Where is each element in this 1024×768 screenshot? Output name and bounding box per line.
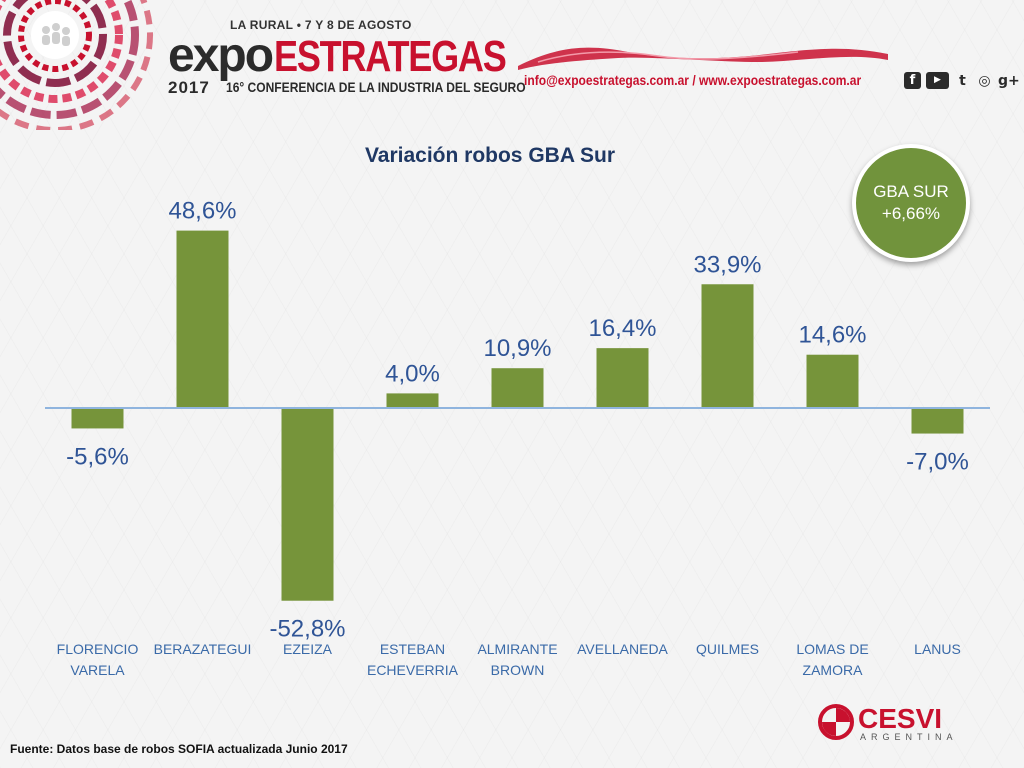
data-label-3: 4,0% [385,360,440,387]
data-label-7: 14,6% [798,322,866,349]
data-label-4: 10,9% [483,335,551,362]
bar-1 [176,230,229,408]
expo-logo-swirl [0,0,153,130]
twitter-icon[interactable]: t [959,72,966,89]
bar-8 [911,408,964,434]
data-label-2: -52,8% [269,616,345,643]
category-label-3-1: ECHEVERRIA [367,662,459,678]
social-icons: f ▶ t ◎ g+ [904,72,1020,89]
brand-estrategas: ESTRATEGAS [274,32,507,81]
bar-2 [281,408,334,601]
category-label-7-1: ZAMORA [803,662,864,678]
data-label-1: 48,6% [168,198,236,225]
badge-value: +6,66% [881,204,941,223]
event-venue: LA RURAL • 7 Y 8 DE AGOSTO [230,18,412,32]
category-label-5-0: AVELLANEDA [577,641,668,657]
chart-title: Variación robos GBA Sur [364,144,616,167]
conference-name: 16° CONFERENCIA DE LA INDUSTRIA DEL SEGU… [226,79,526,95]
gba-sur-total-badge: GBA SUR +6,66% [852,144,970,262]
cesvi-wordmark: CESVI [858,703,942,734]
bar-4 [491,368,544,408]
cesvi-logo: CESVI ARGENTINA [818,703,958,742]
bar-0 [71,408,124,429]
bar-6 [701,284,754,408]
data-label-0: -5,6% [66,443,129,470]
category-label-0-1: VARELA [70,662,125,678]
youtube-icon[interactable]: ▶ [926,72,949,89]
bar-7 [806,354,859,408]
bar-5 [596,348,649,408]
data-label-6: 33,9% [693,251,761,278]
contact-info: info@expoestrategas.com.ar / www.expoest… [524,72,862,88]
data-label-8: -7,0% [906,449,969,476]
google-plus-icon[interactable]: g+ [998,72,1020,89]
instagram-icon[interactable]: ◎ [978,72,991,89]
category-label-4-0: ALMIRANTE [477,641,557,657]
category-label-7-0: LOMAS DE [796,641,868,657]
decorative-wave [518,47,888,70]
bar-3 [386,393,439,408]
data-label-5: 16,4% [588,315,656,342]
category-label-6-0: QUILMES [696,641,759,657]
badge-label: GBA SUR [873,181,949,201]
data-source-note: Fuente: Datos base de robos SOFIA actual… [10,742,348,756]
category-label-3-0: ESTEBAN [380,641,445,657]
category-label-0-0: FLORENCIO [57,641,139,657]
header: LA RURAL • 7 Y 8 DE AGOSTO expo ESTRATEG… [0,0,1024,130]
category-label-8-0: LANUS [914,641,961,657]
category-label-4-1: BROWN [491,662,545,678]
event-year: 2017 [168,78,210,97]
facebook-icon[interactable]: f [904,72,921,89]
brand-expo: expo [168,29,274,82]
category-label-1-0: BERAZATEGUI [154,641,252,657]
cesvi-subtitle: ARGENTINA [860,732,958,742]
category-label-2-0: EZEIZA [283,641,333,657]
